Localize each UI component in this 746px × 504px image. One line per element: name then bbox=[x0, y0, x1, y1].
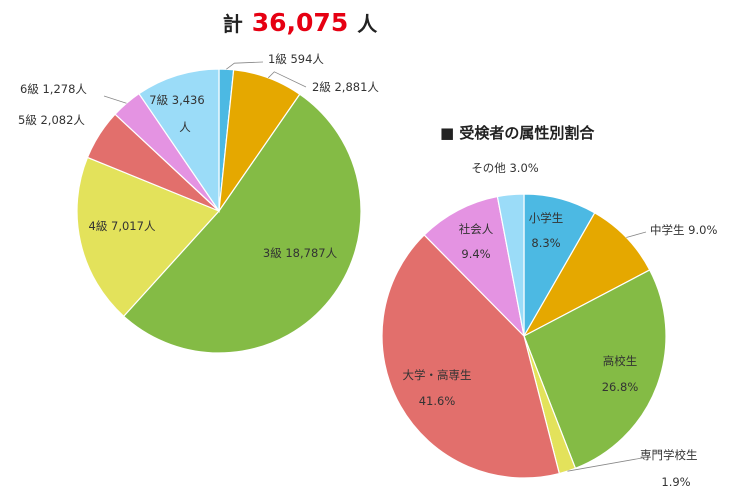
pie2-label-4: 専門学校生 bbox=[640, 448, 698, 462]
total-value: 36,075 bbox=[251, 8, 349, 37]
pie2-label-2: 中学生 9.0% bbox=[650, 223, 717, 237]
pie1-label-7: 7級 3,436 bbox=[149, 93, 204, 107]
total-heading: 計 36,075 人 bbox=[0, 8, 600, 37]
pie1-label-7-unit: 人 bbox=[179, 120, 191, 134]
pie2-value-3: 26.8% bbox=[602, 380, 639, 394]
pie1-label-6: 6級 1,278人 bbox=[20, 82, 87, 96]
pie2-slice-5 bbox=[381, 234, 561, 479]
attribute-chart-title: ■ 受検者の属性別割合 bbox=[440, 124, 595, 142]
pie2-value-1: 8.3% bbox=[531, 236, 560, 250]
pie2-label-5: 大学・高専生 bbox=[403, 368, 472, 382]
pie1-label-3: 3級 18,787人 bbox=[263, 246, 338, 260]
pie2-value-6: 9.4% bbox=[461, 247, 490, 261]
pie2-slice-6 bbox=[423, 195, 525, 338]
pie1-leader-2 bbox=[267, 71, 307, 88]
pie1-label-2: 2級 2,881人 bbox=[312, 80, 379, 94]
pie2-slice-3 bbox=[523, 269, 667, 470]
pie1-slice-3 bbox=[122, 93, 362, 354]
pie2-label-7: その他 3.0% bbox=[471, 161, 538, 175]
pie2-label-6: 社会人 bbox=[459, 222, 494, 236]
total-prefix: 計 bbox=[222, 12, 243, 36]
pie2-value-5: 41.6% bbox=[419, 394, 456, 408]
pie1-label-1: 1級 594人 bbox=[268, 52, 324, 66]
pie2-slice-7 bbox=[496, 193, 525, 337]
pie1-leader-6 bbox=[103, 95, 127, 104]
pie2-label-3: 高校生 bbox=[603, 354, 638, 368]
total-suffix: 人 bbox=[357, 12, 378, 36]
pie2-value-4: 1.9% bbox=[661, 475, 690, 489]
pie2-leader-2 bbox=[626, 231, 647, 238]
pie2-leader-4 bbox=[567, 457, 643, 472]
pie1-leader-1 bbox=[226, 61, 264, 70]
pie2-label-1: 小学生 bbox=[529, 211, 564, 225]
pie1-label-5: 5級 2,082人 bbox=[18, 113, 85, 127]
pie2-slice-2 bbox=[522, 212, 651, 338]
pie1-label-4: 4級 7,017人 bbox=[89, 219, 156, 233]
pie1-slice-7 bbox=[138, 68, 220, 213]
